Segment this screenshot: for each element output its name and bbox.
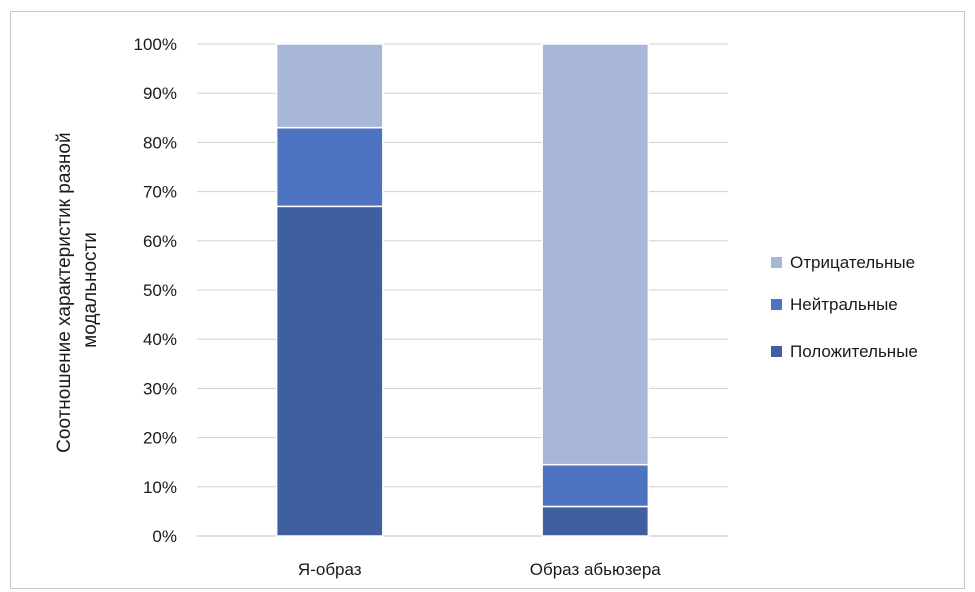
legend-swatch-отрицательные — [771, 257, 782, 268]
y-tick-label: 30% — [143, 379, 177, 398]
x-tick-label: Образ абьюзера — [530, 560, 662, 579]
y-tick-label: 90% — [143, 84, 177, 103]
y-tick-label: 60% — [143, 232, 177, 251]
y-tick-label: 0% — [152, 527, 177, 546]
legend-label-нейтральные: Нейтральные — [790, 295, 898, 314]
bar-segment-нейтральные — [275, 126, 384, 208]
y-tick-label: 70% — [143, 183, 177, 202]
y-axis-label: Соотношение характеристик разной модальн… — [54, 127, 101, 453]
y-axis-label-line-2: модальности — [80, 232, 101, 348]
bar-segment-нейтральные — [541, 463, 650, 508]
y-tick-labels: 0% 10% 20% 30% 40% 50% 60% 70% 80% 90% 100% — [134, 35, 177, 546]
chart-frame — [10, 11, 965, 589]
legend-label-отрицательные: Отрицательные — [790, 253, 915, 272]
bars — [275, 43, 650, 537]
y-tick-label: 10% — [143, 478, 177, 497]
x-tick-label: Я-образ — [298, 560, 362, 579]
legend-label-положительные: Положительные — [790, 342, 918, 361]
y-tick-label: 40% — [143, 330, 177, 349]
y-axis-label-line-1: Соотношение характеристик разной — [54, 132, 75, 452]
bar-segment-отрицательные — [275, 43, 384, 129]
legend: Отрицательные Нейтральные Положительные — [771, 253, 918, 361]
y-tick-label: 100% — [134, 35, 177, 54]
legend-swatch-положительные — [771, 346, 782, 357]
x-tick-labels: Я-образ Образ абьюзера — [298, 560, 661, 579]
bar-segment-положительные — [275, 205, 384, 537]
bar-segment-положительные — [541, 505, 650, 537]
bar-segment-отрицательные — [541, 43, 650, 466]
legend-swatch-нейтральные — [771, 299, 782, 310]
y-tick-label: 80% — [143, 133, 177, 152]
y-tick-label: 20% — [143, 429, 177, 448]
y-tick-label: 50% — [143, 281, 177, 300]
